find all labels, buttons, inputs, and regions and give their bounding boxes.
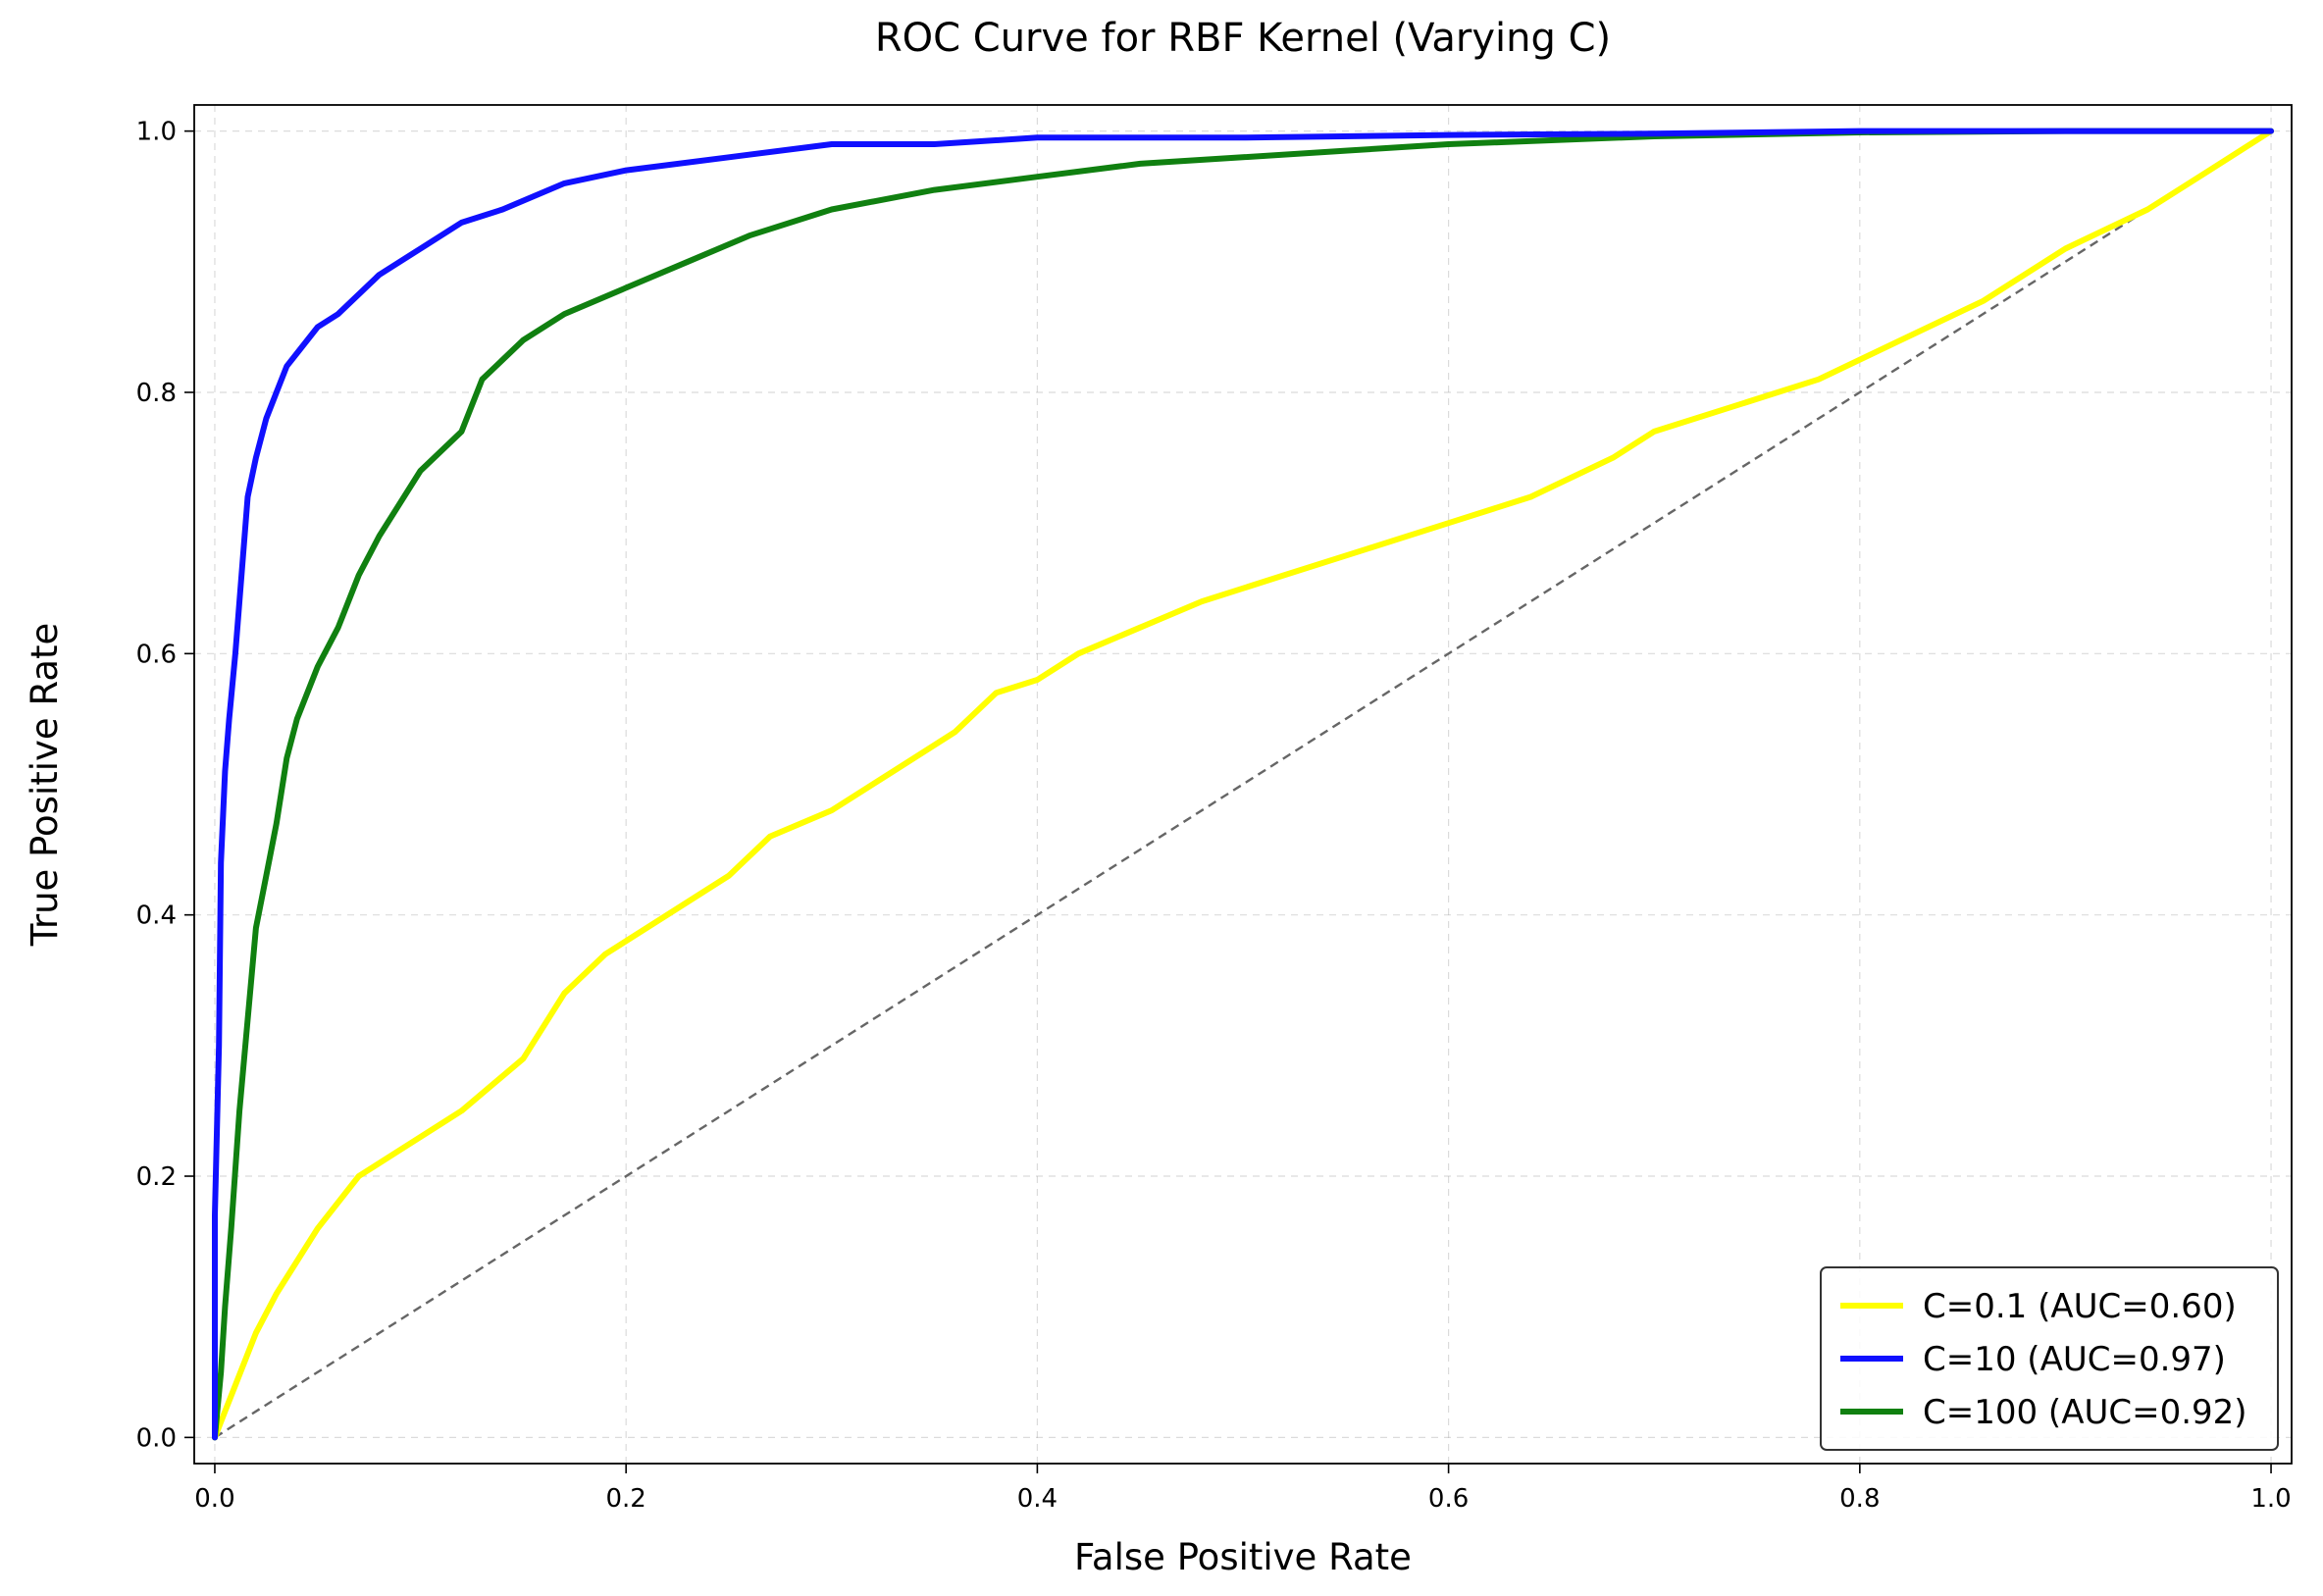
chart-title: ROC Curve for RBF Kernel (Varying C) bbox=[875, 16, 1611, 61]
x-tick-label: 0.4 bbox=[1017, 1484, 1058, 1514]
x-tick-label: 0.2 bbox=[605, 1484, 645, 1514]
y-tick-label: 1.0 bbox=[136, 118, 177, 147]
x-tick-label: 0.8 bbox=[1839, 1484, 1880, 1514]
roc-series-line-2 bbox=[212, 128, 2274, 1441]
legend: C=0.1 (AUC=0.60) C=10 (AUC=0.97) C=100 (AU… bbox=[1820, 1266, 2279, 1451]
grid bbox=[194, 105, 2292, 1464]
y-tick-label: 0.4 bbox=[136, 901, 177, 931]
y-axis-label: True Positive Rate bbox=[24, 623, 66, 948]
y-axis-ticks: 0.0 0.2 0.4 0.6 0.8 1.0 bbox=[136, 118, 194, 1453]
x-tick-label: 0.6 bbox=[1428, 1484, 1469, 1514]
legend-box bbox=[1820, 1266, 2279, 1451]
y-tick-label: 0.2 bbox=[136, 1162, 177, 1192]
series-layer bbox=[212, 128, 2274, 1441]
x-tick-label: 1.0 bbox=[2250, 1484, 2291, 1514]
x-tick-label: 0.0 bbox=[194, 1484, 234, 1514]
plot-frame bbox=[193, 104, 2293, 1465]
y-tick-label: 0.6 bbox=[136, 640, 177, 669]
y-tick-label: 0.0 bbox=[136, 1423, 177, 1453]
legend-label: C=100 (AUC=0.92) bbox=[1923, 1393, 2247, 1432]
roc-series-line-0 bbox=[212, 128, 2274, 1441]
x-axis-ticks: 0.0 0.2 0.4 0.6 0.8 1.0 bbox=[194, 1464, 2292, 1514]
roc-series-line-1 bbox=[212, 128, 2274, 1441]
legend-label: C=0.1 (AUC=0.60) bbox=[1923, 1287, 2237, 1326]
legend-label: C=10 (AUC=0.97) bbox=[1923, 1340, 2226, 1379]
chance-diagonal-line bbox=[214, 129, 2272, 1439]
x-axis-label: False Positive Rate bbox=[1074, 1536, 1412, 1578]
y-tick-label: 0.8 bbox=[136, 379, 177, 408]
